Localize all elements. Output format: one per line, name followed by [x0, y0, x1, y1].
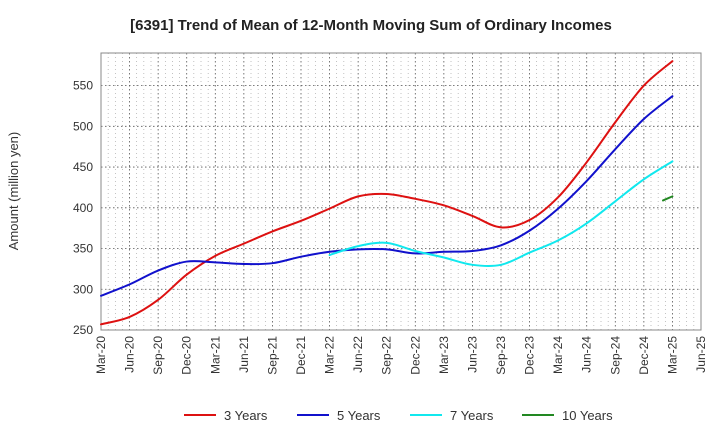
- series-line-3: [328, 160, 674, 268]
- x-tick-label: Mar-25: [665, 336, 679, 374]
- y-tick-label: 350: [73, 242, 93, 256]
- x-tick-label: Jun-22: [351, 336, 365, 373]
- y-tick-label: 500: [73, 119, 93, 133]
- series-line-1: [100, 60, 674, 326]
- grid: [101, 53, 701, 330]
- chart-title: [6391] Trend of Mean of 12-Month Moving …: [130, 17, 612, 34]
- x-tick-label: Dec-21: [294, 336, 308, 375]
- x-tick-label: Sep-22: [380, 336, 394, 375]
- x-tick-label: Dec-24: [637, 336, 651, 375]
- y-axis-label: Amount (million yen): [6, 132, 21, 251]
- x-tick-label: Mar-24: [551, 336, 565, 374]
- x-tick-label: Mar-21: [208, 336, 222, 374]
- legend: 3 Years 5 Years 7 Years 10 Years: [184, 408, 613, 423]
- x-axis: Mar-20 Jun-20 Sep-20 Dec-20 Mar-21 Jun-21 Sep-…: [94, 336, 708, 375]
- x-tick-label: Sep-23: [494, 336, 508, 375]
- legend-label: 7 Years: [450, 408, 494, 423]
- legend-label: 3 Years: [224, 408, 268, 423]
- legend-label: 10 Years: [562, 408, 613, 423]
- x-tick-label: Mar-22: [323, 336, 337, 374]
- x-tick-label: Dec-22: [408, 336, 422, 375]
- y-tick-label: 300: [73, 282, 93, 296]
- legend-item: 7 Years: [410, 408, 494, 423]
- legend-item: 10 Years: [522, 408, 613, 423]
- x-tick-label: Sep-20: [151, 336, 165, 375]
- x-tick-label: Mar-20: [94, 336, 108, 374]
- y-tick-label: 450: [73, 160, 93, 174]
- x-tick-label: Mar-23: [437, 336, 451, 374]
- x-tick-label: Jun-25: [694, 336, 708, 373]
- y-tick-label: 250: [73, 323, 93, 337]
- x-tick-label: Jun-21: [237, 336, 251, 373]
- x-tick-label: Dec-23: [523, 336, 537, 375]
- plot-frame: [100, 52, 702, 331]
- x-tick-label: Jun-24: [580, 336, 594, 373]
- series-line-2: [100, 95, 674, 297]
- y-tick-label: 550: [73, 79, 93, 93]
- x-tick-label: Jun-23: [465, 336, 479, 373]
- series-layer: [100, 60, 674, 326]
- legend-item: 5 Years: [297, 408, 381, 423]
- x-tick-label: Sep-24: [608, 336, 622, 375]
- x-tick-label: Sep-21: [265, 336, 279, 375]
- legend-item: 3 Years: [184, 408, 268, 423]
- legend-label: 5 Years: [337, 408, 381, 423]
- x-tick-label: Dec-20: [180, 336, 194, 375]
- y-tick-label: 400: [73, 201, 93, 215]
- y-axis: 250 300 350 400 450 500 550: [73, 79, 93, 337]
- x-tick-label: Jun-20: [123, 336, 137, 373]
- series-line-4: [662, 195, 674, 202]
